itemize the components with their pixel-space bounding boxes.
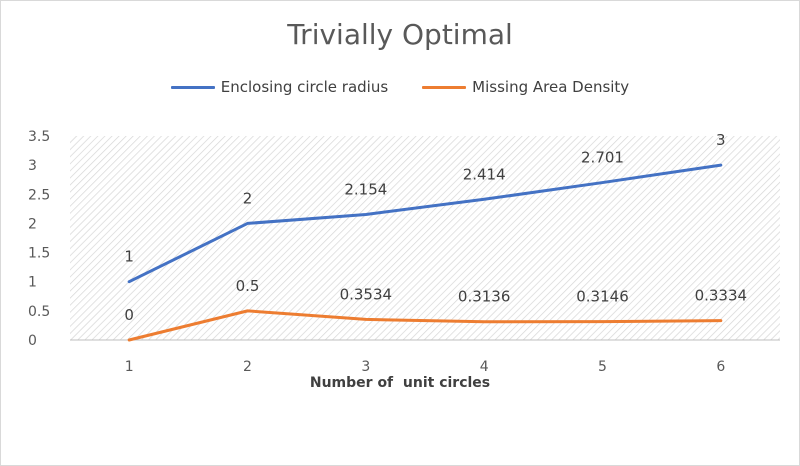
- plot-background: [70, 136, 780, 340]
- y-tick-label: 0.5: [28, 304, 50, 320]
- legend-swatch-radius: [170, 85, 215, 89]
- legend-label-radius: Enclosing circle radius: [220, 78, 389, 96]
- y-tick-label: 2: [28, 216, 37, 232]
- x-tick-label: 6: [716, 359, 725, 375]
- data-label: 0.3146: [576, 288, 629, 306]
- data-label: 0: [124, 306, 134, 324]
- y-tick-label: 3: [28, 158, 37, 174]
- series-line-0: [127, 163, 723, 284]
- legend-item-density: Missing Area Density: [422, 78, 629, 96]
- data-label: 2.154: [344, 180, 387, 198]
- data-label: 1: [124, 248, 134, 266]
- x-tick-label: 2: [243, 359, 252, 375]
- data-label: 3: [716, 131, 726, 149]
- y-tick-label: 1.5: [28, 246, 50, 262]
- y-tick-label: 0: [28, 333, 37, 349]
- series-line-1: [127, 309, 723, 342]
- x-tick-label: 4: [480, 359, 489, 375]
- x-tick-label: 1: [125, 359, 134, 375]
- legend-swatch-density: [422, 85, 467, 89]
- data-label: 0.5: [236, 277, 260, 295]
- x-axis-title: Number of unit circles: [309, 375, 491, 391]
- data-label: 2.414: [463, 165, 506, 183]
- legend-label-density: Missing Area Density: [472, 78, 630, 96]
- data-label: 2: [243, 189, 253, 207]
- legend: Enclosing circle radius Missing Area Den…: [0, 78, 800, 96]
- legend-item-radius: Enclosing circle radius: [170, 78, 389, 96]
- data-label: 0.3136: [458, 288, 511, 306]
- data-label: 2.701: [581, 149, 624, 167]
- y-tick-label: 1: [28, 275, 37, 291]
- y-tick-label: 2.5: [28, 187, 50, 203]
- chart-title: Trivially Optimal: [287, 18, 513, 51]
- x-tick-label: 5: [598, 359, 607, 375]
- data-label: 0.3534: [340, 285, 393, 303]
- data-label: 0.3334: [695, 287, 748, 305]
- x-tick-label: 3: [361, 359, 370, 375]
- y-tick-label: 3.5: [28, 129, 50, 145]
